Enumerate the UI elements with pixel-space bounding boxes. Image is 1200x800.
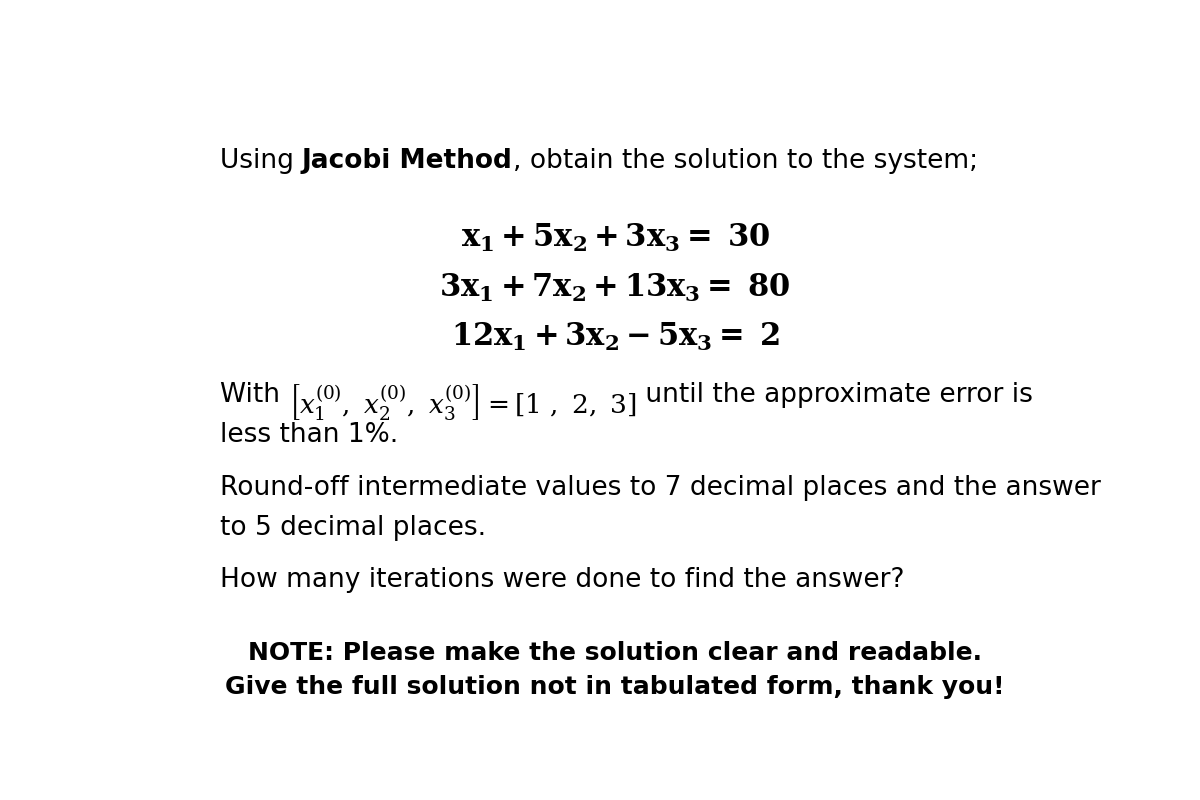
Text: With: With: [220, 382, 288, 409]
Text: How many iterations were done to find the answer?: How many iterations were done to find th…: [220, 567, 905, 594]
Text: $\bf{x_1 + 5x_2 + 3x_3 = \ 30}$: $\bf{x_1 + 5x_2 + 3x_3 = \ 30}$: [461, 222, 769, 254]
Text: NOTE: Please make the solution clear and readable.: NOTE: Please make the solution clear and…: [248, 641, 982, 665]
Text: Round-off intermediate values to 7 decimal places and the answer: Round-off intermediate values to 7 decim…: [220, 475, 1100, 501]
Text: , obtain the solution to the system;: , obtain the solution to the system;: [512, 148, 978, 174]
Text: $\bf{3x_1 + 7x_2 + 13x_3 = \ 80}$: $\bf{3x_1 + 7x_2 + 13x_3 = \ 80}$: [439, 271, 791, 304]
Text: $\left[x_1^{(0)},\ x_2^{(0)},\ x_3^{(0)}\right] = \left[1\ ,\ 2,\ 3\right]$: $\left[x_1^{(0)},\ x_2^{(0)},\ x_3^{(0)}…: [288, 382, 637, 422]
Text: Give the full solution not in tabulated form, thank you!: Give the full solution not in tabulated …: [226, 675, 1004, 699]
Text: less than 1%.: less than 1%.: [220, 422, 398, 449]
Text: Jacobi Method: Jacobi Method: [302, 148, 512, 174]
Text: $\bf{12x_1 + 3x_2 - 5x_3 = \ 2}$: $\bf{12x_1 + 3x_2 - 5x_3 = \ 2}$: [450, 321, 780, 353]
Text: to 5 decimal places.: to 5 decimal places.: [220, 515, 486, 541]
Text: until the approximate error is: until the approximate error is: [637, 382, 1033, 409]
Text: Using: Using: [220, 148, 302, 174]
